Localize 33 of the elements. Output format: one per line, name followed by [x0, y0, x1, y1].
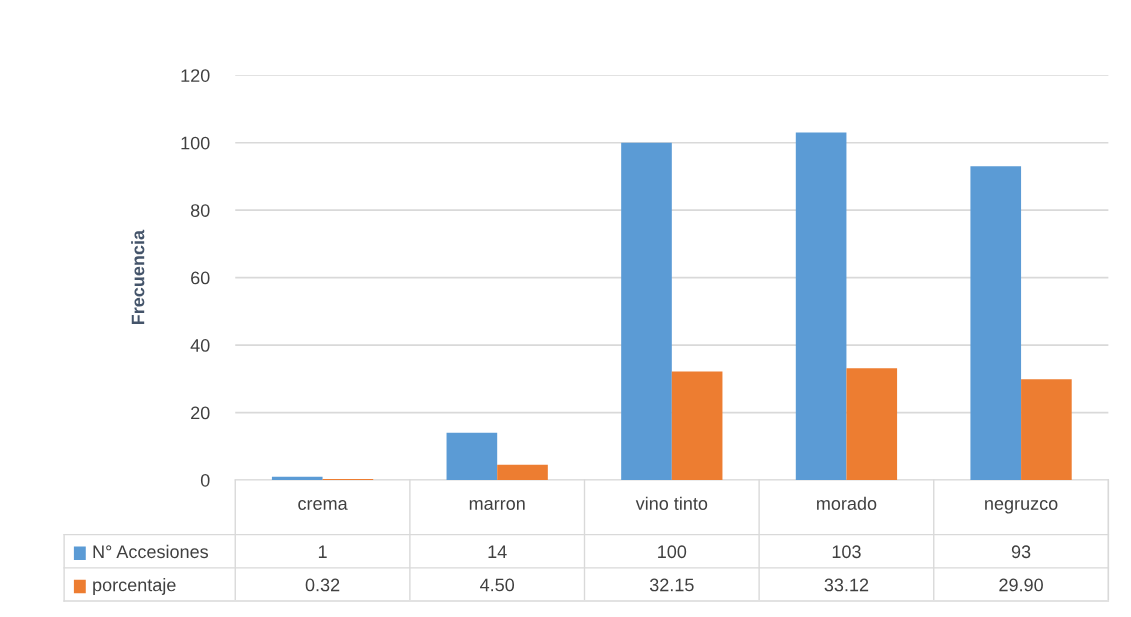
bar: [446, 432, 498, 481]
legend-label: N° Accesiones: [93, 544, 209, 559]
y-tick-label: 40: [190, 339, 210, 352]
bar: [970, 166, 1022, 481]
y-tick-label: 80: [190, 204, 210, 217]
y-tick-label: 20: [191, 406, 210, 420]
data-label: 100: [658, 545, 687, 559]
bar: [497, 464, 548, 481]
data-label: 32.15: [649, 578, 694, 592]
data-label: 33.12: [824, 578, 869, 592]
x-tick-label: crema: [298, 500, 348, 510]
y-tick-label: 0: [200, 473, 210, 487]
data-label: 1: [318, 545, 327, 558]
y-tick-label: 120: [181, 69, 210, 82]
y-tick-label: 60: [191, 271, 210, 285]
bar: [621, 142, 672, 481]
x-tick-label: vino tinto: [635, 496, 708, 510]
x-tick-label: marron: [469, 500, 525, 510]
data-label: 14: [488, 545, 507, 558]
y-axis-title: Frecuencia: [131, 229, 145, 325]
data-label: 93: [1011, 545, 1031, 559]
bar: [846, 368, 898, 481]
legend-label: porcentaje: [93, 578, 176, 595]
data-label: 103: [832, 545, 861, 559]
x-tick-label: negruzco: [985, 500, 1058, 514]
x-tick-label: morado: [817, 496, 877, 510]
bar: [795, 132, 847, 481]
data-label: 0.32: [305, 578, 340, 592]
data-label: 4.50: [480, 578, 515, 592]
data-label: 29.90: [999, 578, 1043, 592]
bar: [671, 371, 723, 481]
bar: [1021, 379, 1072, 481]
y-tick-label: 100: [181, 136, 210, 150]
